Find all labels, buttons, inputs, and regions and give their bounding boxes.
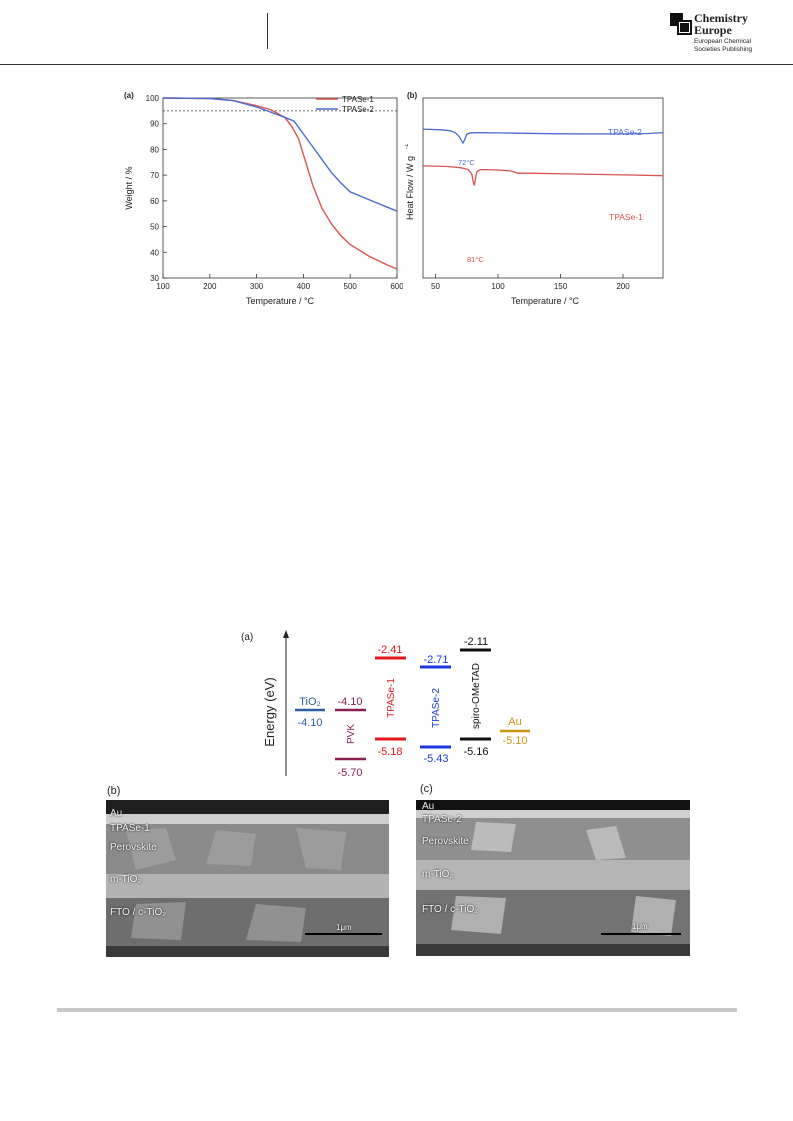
value-spiro-homo: -5.16 (463, 746, 488, 758)
tga-y-axis-label: Weight / % (124, 166, 134, 209)
energy-panel-label: (a) (241, 632, 253, 643)
logo-line2: Europe (694, 23, 732, 37)
tga-xtick-label: 600 (390, 282, 403, 291)
tga-xtick-label: 500 (344, 282, 358, 291)
sem-b-scale-bar (305, 933, 382, 935)
sem-texture-b (106, 800, 389, 957)
tga-x-axis-label: Temperature / °C (246, 296, 315, 306)
dsc-peak-label-tpase2: 72°C (458, 158, 475, 167)
label-pvk: PVK (346, 724, 357, 744)
label-tpase1: TPASe-1 (386, 678, 397, 718)
dsc-series-label-tpase2: TPASe-2 (608, 127, 642, 137)
sem-c-label-htm: TPASe-2 (422, 814, 462, 825)
dsc-xtick-label: 200 (616, 282, 630, 291)
dsc-x-axis-label: Temperature / °C (511, 296, 580, 306)
label-tpase2: TPASe-2 (431, 688, 442, 728)
header-divider-vertical (267, 13, 268, 49)
dsc-panel-label: (b) (407, 91, 418, 100)
label-spiro: spiro-OMeTAD (471, 663, 482, 729)
tga-series-2 (162, 97, 398, 212)
sem-c-scale-label: 1μm (632, 922, 648, 931)
legend-label-tpase2: TPASe-2 (342, 105, 374, 114)
value-spiro-lumo: -2.11 (464, 636, 488, 648)
publisher-line2: Societies Publishing (694, 46, 753, 53)
label-tio2: TiO₂ (299, 696, 321, 708)
legend-label-tpase1: TPASe-1 (342, 95, 374, 104)
sem-b-scale-label: 1μm (336, 923, 352, 932)
tga-xtick-label: 400 (297, 282, 311, 291)
tga-chart: (a) 30 40 50 60 70 80 90 100 100 200 300 400 500 600… (124, 91, 403, 306)
dsc-series-tpase-1 (422, 165, 664, 186)
dsc-series-tpase-2 (422, 128, 664, 145)
sem-c-label-au: Au (422, 801, 435, 812)
value-tio2: -4.10 (297, 717, 322, 729)
tga-panel-label: (a) (124, 91, 134, 100)
tga-ytick-label: 100 (146, 94, 160, 103)
tga-ytick-label: 40 (150, 248, 159, 257)
tga-plot-frame (162, 97, 398, 279)
energy-level-diagram: (a) Energy (eV) TiO₂ -4.10 -4.10 PVK -5.… (241, 630, 530, 778)
value-tpase2-lumo: -2.71 (423, 654, 448, 666)
tga-ytick-label: 60 (150, 197, 159, 206)
tga-legend: TPASe-1 TPASe-2 (316, 95, 374, 114)
value-pvk-top: -4.10 (337, 696, 362, 708)
value-pvk-bottom: -5.70 (337, 767, 362, 778)
publisher-line1: European Chemical (694, 38, 752, 45)
value-tpase2-homo: -5.43 (423, 753, 448, 765)
logo-line1: Chemistry (694, 11, 748, 25)
value-au: -5.10 (502, 735, 527, 747)
tga-ytick-label: 70 (150, 171, 159, 180)
tga-ytick-label: 80 (150, 145, 159, 154)
dsc-series-label-tpase1: TPASe-1 (609, 212, 643, 222)
sem-c-scale-bar (601, 933, 681, 935)
tga-series-1 (162, 97, 398, 270)
tga-xtick-label: 200 (203, 282, 217, 291)
tga-xtick-label: 300 (250, 282, 264, 291)
sem-panel-label-b: (b) (107, 785, 121, 797)
tga-ytick-label: 50 (150, 223, 159, 232)
value-tpase1-homo: -5.18 (377, 746, 402, 758)
dsc-peak-label-tpase1: 81°C (467, 255, 484, 264)
dsc-xtick-label: 100 (491, 282, 505, 291)
dsc-xtick-label: 150 (554, 282, 568, 291)
tga-ytick-label: 30 (150, 274, 159, 283)
energy-axis-arrow-icon (283, 630, 289, 638)
dsc-y-axis-label-group: Heat Flow / W g -1 (405, 143, 415, 220)
header-rule (0, 64, 793, 65)
sem-c-label-perovskite: Perovskite (422, 836, 469, 847)
sem-texture-c (416, 800, 690, 956)
tga-ytick-label: 90 (150, 120, 159, 129)
sem-b-label-au: Au (110, 808, 123, 819)
sem-b-label-perovskite: Perovskite (110, 842, 157, 853)
sem-b-label-fto: FTO / c-TiO₂ (110, 907, 167, 918)
chemistry-europe-logo: Chemistry Europe European Chemical Socie… (670, 11, 780, 58)
logo-mark-icon (670, 13, 692, 35)
sem-b-label-mtio2: m-TiO₂ (110, 874, 142, 885)
sem-c-label-mtio2: m-TiO₂ (422, 869, 454, 880)
dsc-chart: (b) 50 100 150 200 TPASe-2 72°C TPASe-1 81°… (405, 91, 664, 306)
dsc-xtick-label: 50 (431, 282, 440, 291)
energy-axis-label: Energy (eV) (262, 677, 277, 746)
tga-xtick-label: 100 (156, 282, 170, 291)
sem-panel-label-c: (c) (420, 783, 433, 795)
label-au: Au (508, 716, 521, 728)
sem-b-label-htm: TPASe-1 (110, 823, 150, 834)
sem-c-label-fto: FTO / c-TiO₂ (422, 904, 479, 915)
dsc-y-axis-label: Heat Flow / W g (405, 156, 415, 220)
dsc-plot-frame (422, 97, 664, 279)
dsc-y-axis-label-sup: -1 (405, 143, 410, 149)
sem-image-c: Au TPASe-2 Perovskite m-TiO₂ FTO / c-TiO… (416, 800, 690, 956)
footer-divider (57, 1008, 737, 1012)
value-tpase1-lumo: -2.41 (377, 644, 402, 656)
sem-image-b: Au TPASe-1 Perovskite m-TiO₂ FTO / c-TiO… (106, 800, 389, 957)
